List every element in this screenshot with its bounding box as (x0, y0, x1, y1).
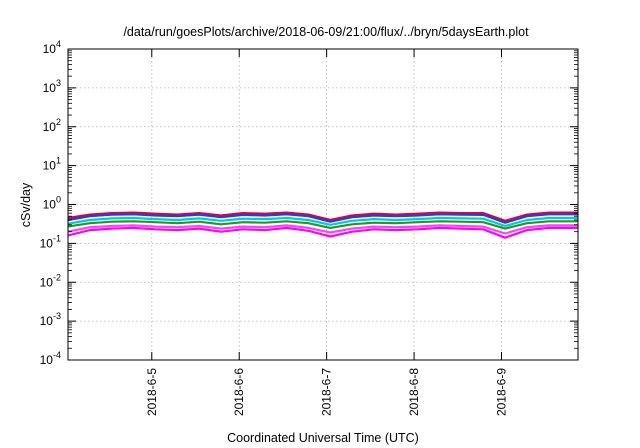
grid-layer (68, 49, 578, 360)
y-axis-label: cSv/day (19, 182, 33, 227)
y-tick-label: 10-2 (40, 272, 61, 289)
y-tick-label: 10-4 (40, 350, 61, 367)
x-tick-label: 2018-6-7 (320, 368, 334, 416)
tick-layer (68, 48, 578, 361)
series-line-4 (67, 220, 578, 230)
series-layer (67, 211, 578, 239)
y-tick-label: 103 (43, 78, 61, 95)
x-tick-labels: 2018-6-5 2018-6-6 2018-6-7 2018-6-8 2018-6-9 (145, 368, 509, 416)
series-line-1 (67, 211, 578, 222)
y-tick-label: 10-3 (40, 311, 61, 328)
y-tick-exponent: 2 (56, 117, 61, 127)
series-line-6 (67, 226, 578, 239)
x-tick-label: 2018-6-8 (407, 368, 421, 416)
chart-title: /data/run/goesPlots/archive/2018-06-09/2… (123, 25, 529, 39)
y-tick-label: 100 (43, 195, 61, 212)
x-axis-label: Coordinated Universal Time (UTC) (227, 431, 419, 445)
y-tick-label: 10-1 (40, 233, 61, 250)
y-tick-exponent: -4 (53, 350, 61, 360)
y-tick-exponent: 1 (56, 156, 61, 166)
y-tick-label: 104 (43, 39, 61, 56)
y-tick-exponent: 3 (56, 78, 61, 88)
y-tick-exponent: -3 (53, 311, 61, 321)
y-tick-label: 101 (43, 156, 61, 173)
y-tick-label: 102 (43, 117, 61, 134)
series-line-3 (67, 216, 578, 228)
x-tick-label: 2018-6-5 (145, 368, 159, 416)
y-tick-exponent: 4 (56, 39, 61, 49)
x-tick-label: 2018-6-6 (232, 368, 246, 416)
y-tick-exponent: -1 (53, 233, 61, 243)
series-line-5 (67, 224, 578, 235)
y-tick-exponent: -2 (53, 272, 61, 282)
y-tick-exponent: 0 (56, 195, 61, 205)
series-line-2 (67, 213, 578, 224)
x-tick-label: 2018-6-9 (495, 368, 509, 416)
